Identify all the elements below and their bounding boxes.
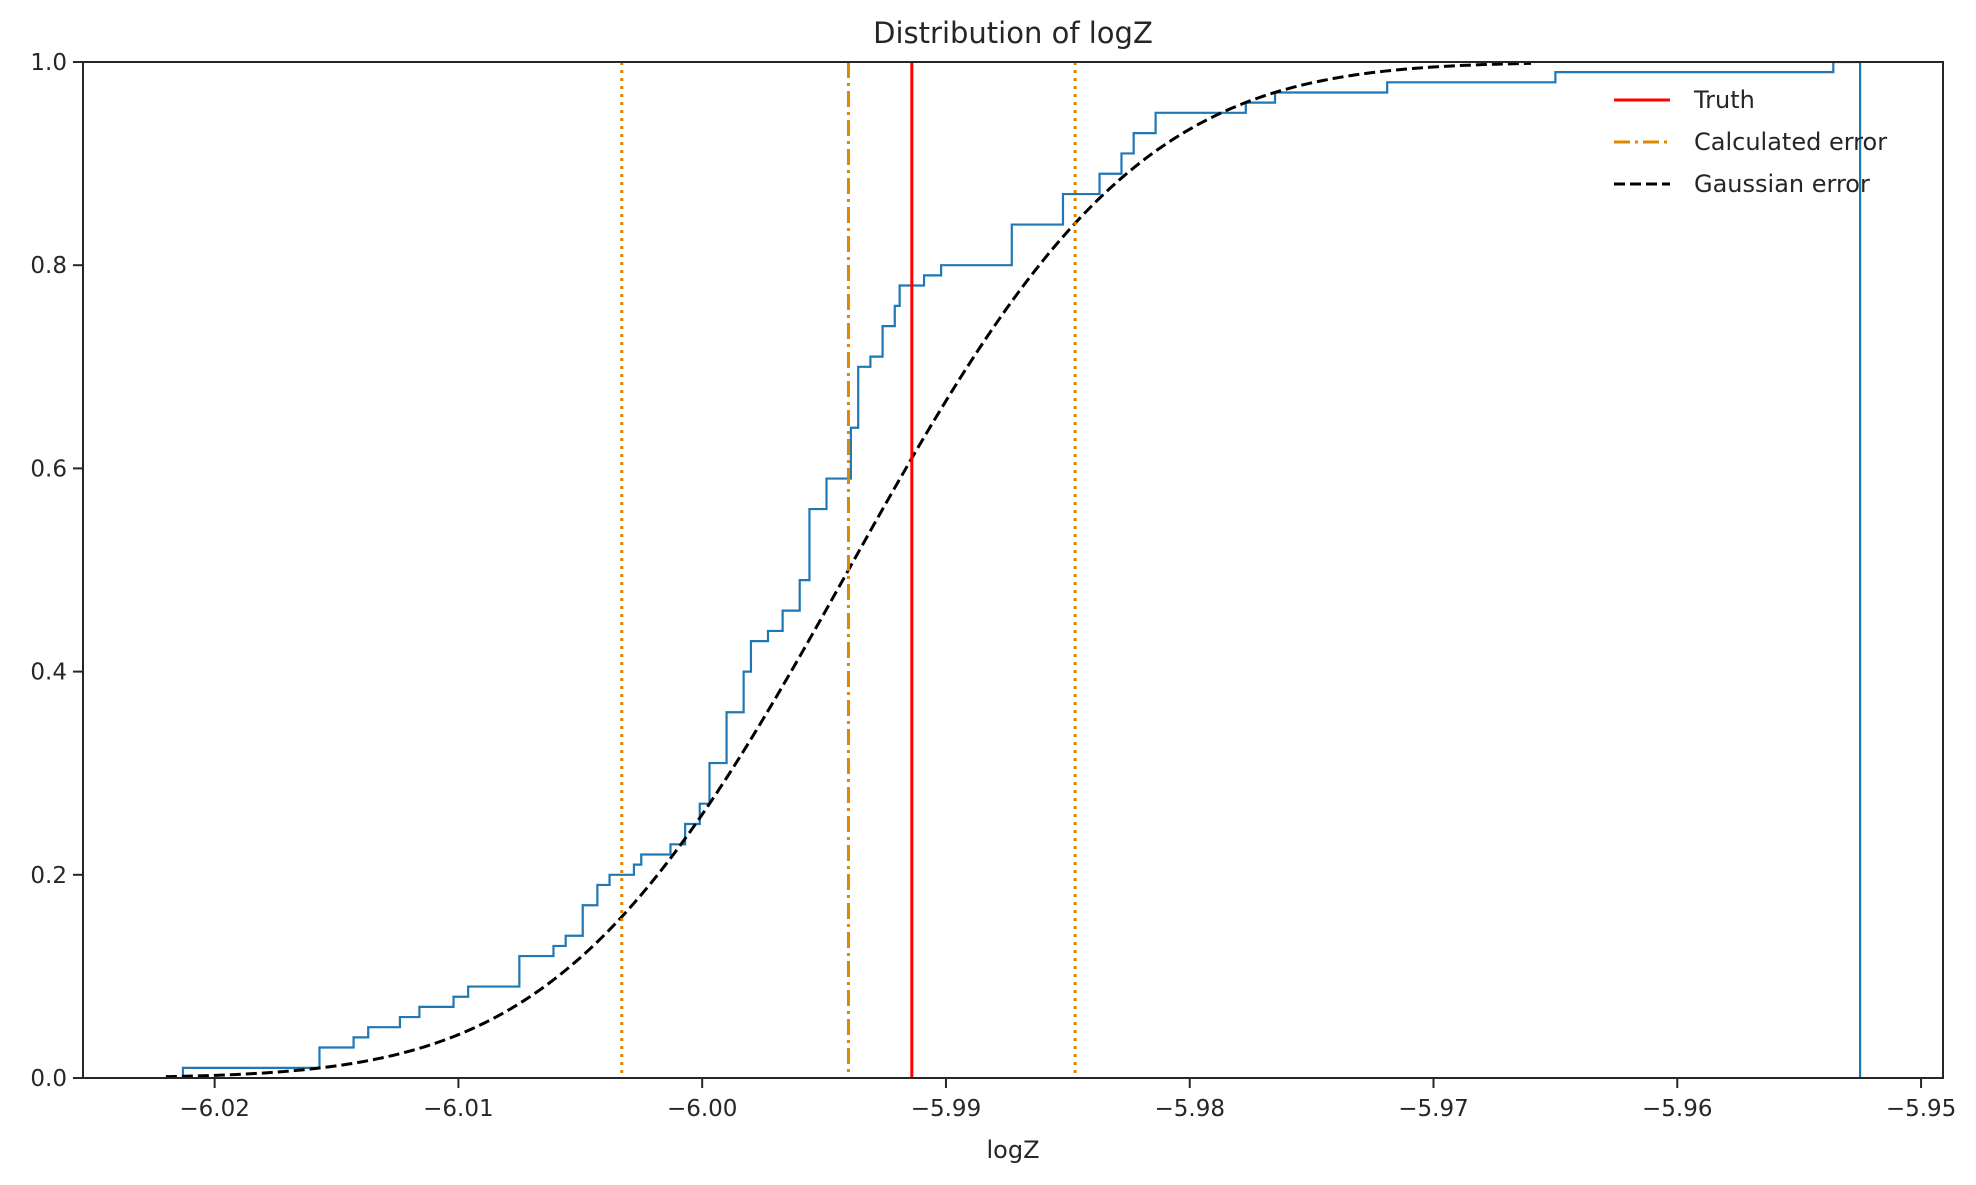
plot-marks	[165, 62, 1862, 1078]
y-tick-label: 0.6	[30, 456, 67, 482]
plot-frame	[82, 61, 1944, 1079]
x-axis-label: logZ	[986, 1136, 1039, 1164]
x-tick-label: −6.01	[423, 1096, 493, 1122]
y-tick-label: 0.2	[30, 863, 67, 889]
legend: Truth Calculated error Gaussian error	[1614, 86, 1887, 198]
x-tick-label: −6.00	[667, 1096, 737, 1122]
legend-label-1: Truth	[1693, 86, 1755, 114]
x-tick-label: −5.98	[1154, 1096, 1224, 1122]
legend-label-3: Gaussian error	[1694, 170, 1870, 198]
y-tick-label: 0.0	[30, 1066, 67, 1092]
y-tick-label: 0.8	[30, 253, 67, 279]
x-tick-label: −6.02	[179, 1096, 249, 1122]
ecdf-step-line	[181, 62, 1862, 1078]
legend-label-2: Calculated error	[1694, 128, 1887, 156]
y-tick-label: 1.0	[30, 50, 67, 76]
x-tick-label: −5.96	[1642, 1096, 1712, 1122]
x-tick-label: −5.97	[1398, 1096, 1468, 1122]
x-tick-label: −5.99	[911, 1096, 981, 1122]
chart-title: Distribution of logZ	[873, 16, 1153, 50]
plot-area	[165, 62, 1862, 1078]
x-tick-label: −5.95	[1886, 1096, 1956, 1122]
y-tick-label: 0.4	[30, 660, 67, 686]
axes: −6.02 −6.01 −6.00 −5.99 −5.98 −5.97 −5.96 −5.95…	[30, 50, 1956, 1122]
